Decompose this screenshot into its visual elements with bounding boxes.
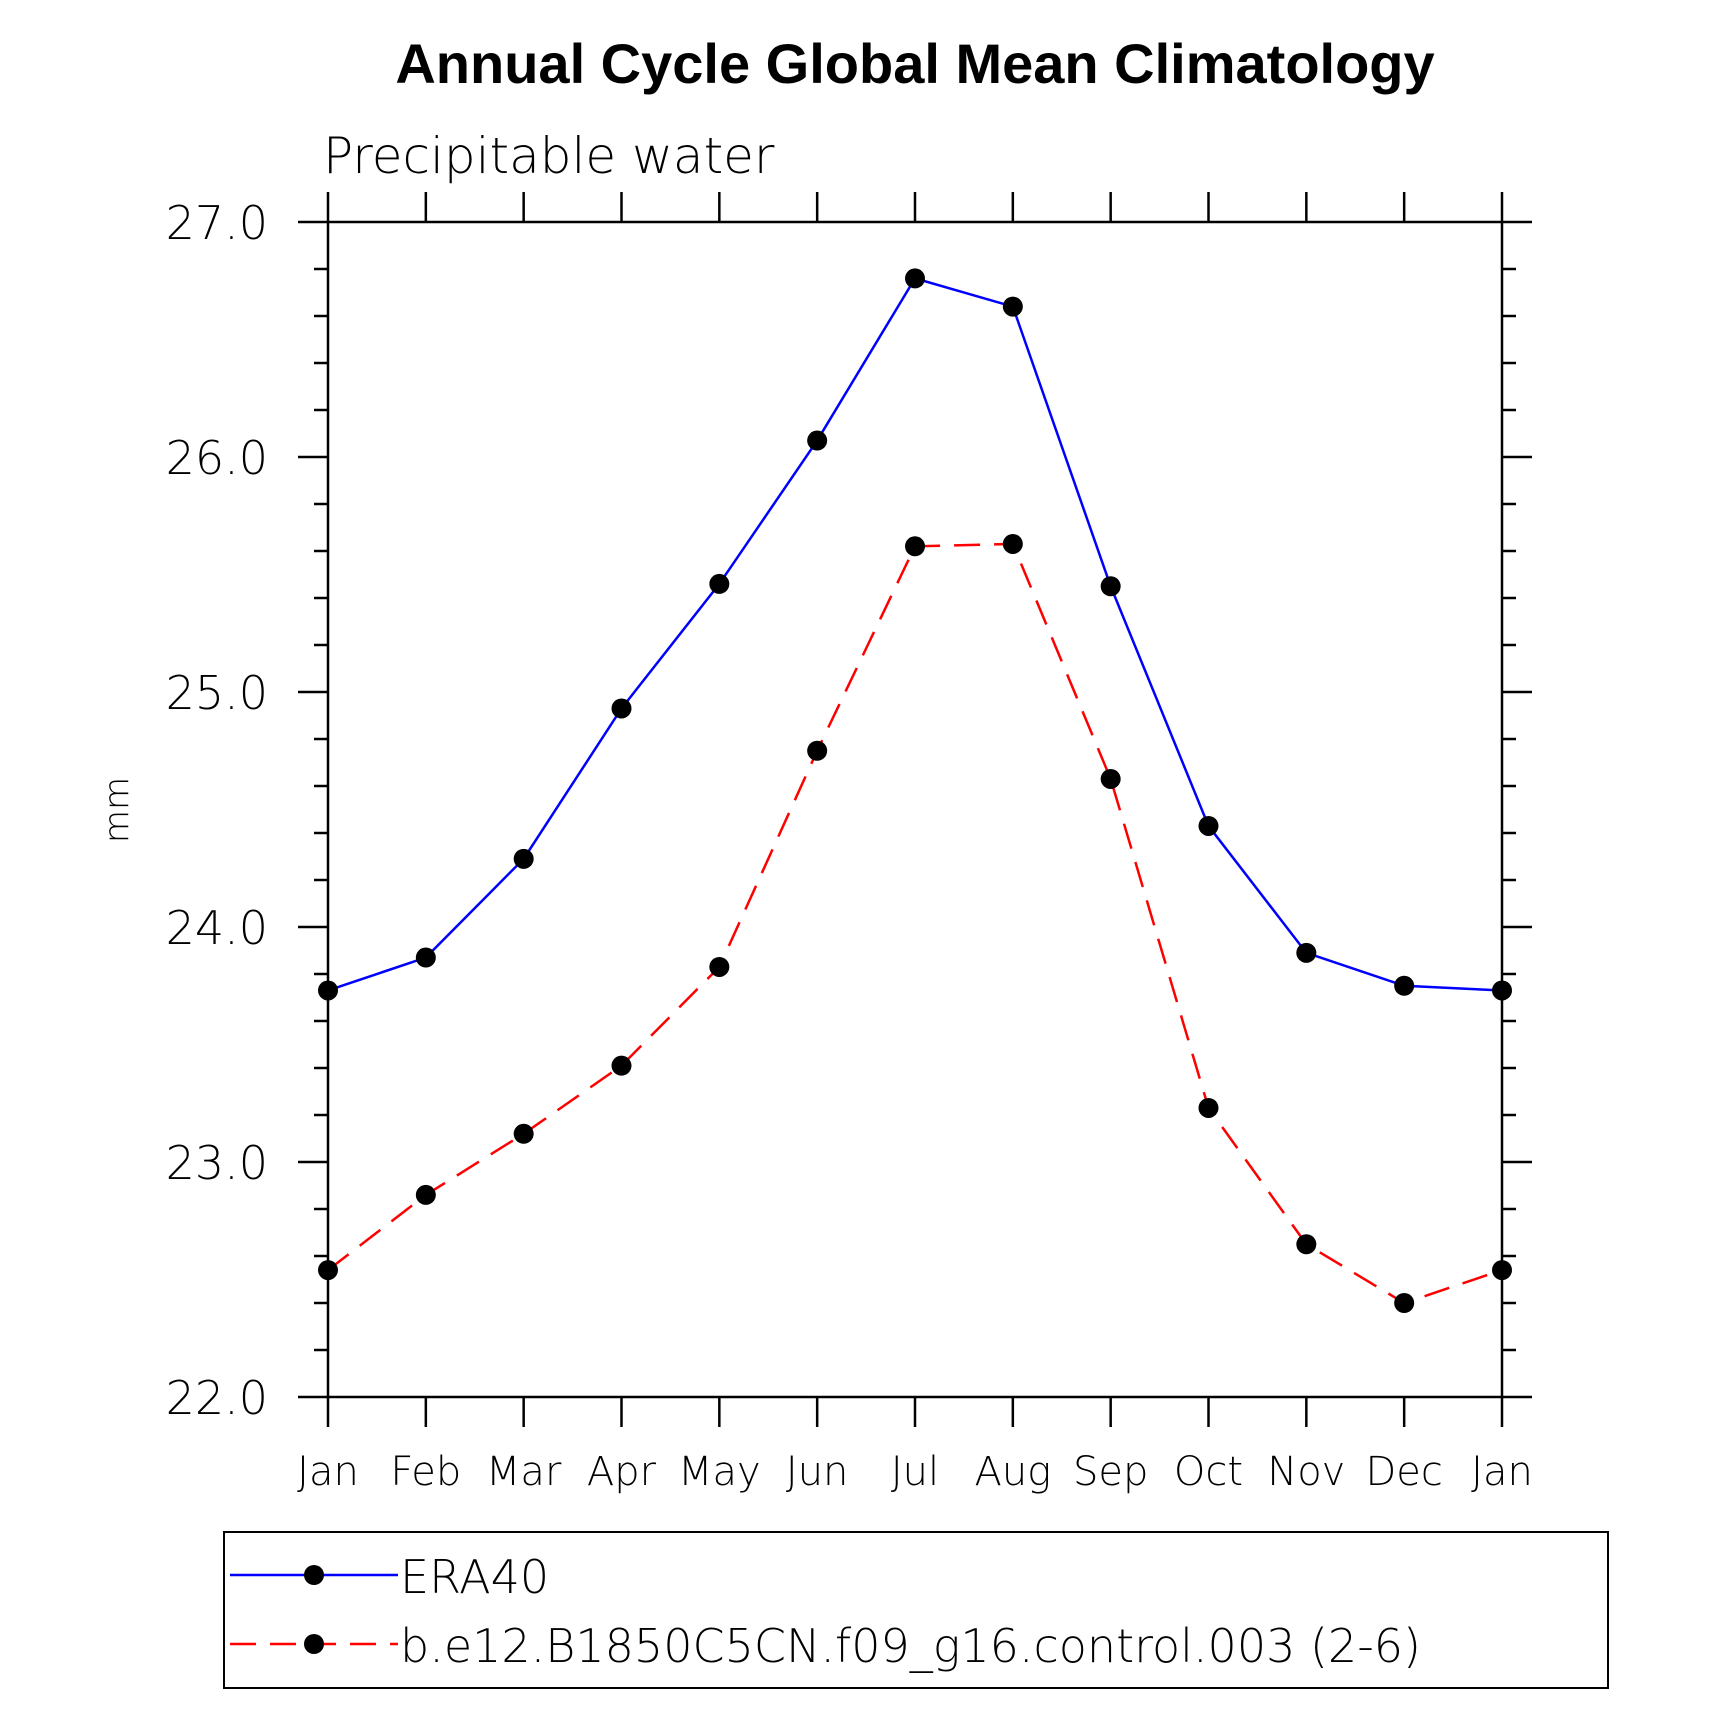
y-tick-label: 22.0 [166, 1371, 268, 1425]
y-tick-label: 26.0 [166, 431, 268, 485]
series-2-point [1198, 1097, 1219, 1118]
series-2-point [709, 956, 730, 977]
x-tick-label: Oct [1174, 1449, 1243, 1495]
x-tick-label: May [678, 1449, 761, 1495]
x-tick-label: Feb [390, 1449, 461, 1495]
series-1-point [1492, 980, 1512, 1001]
chart-subtitle: Precipitable water [323, 127, 775, 185]
x-tick-label: Sep [1073, 1449, 1148, 1495]
y-axis-label: mm [97, 777, 137, 843]
legend-label-1: ERA40 [400, 1550, 549, 1604]
x-tick-label: Apr [587, 1449, 657, 1495]
series-2-point [1296, 1234, 1317, 1255]
legend: ERA40 b.e12.B1850C5CN.f09_g16.control.003… [223, 1531, 1609, 1689]
series-1-point [1394, 975, 1415, 996]
x-tick-label: Jun [786, 1449, 849, 1495]
x-tick-label: Aug [974, 1449, 1051, 1495]
series-2-point [513, 1123, 534, 1144]
x-tick-label: Mar [486, 1449, 562, 1495]
plot-area-frame [326, 220, 1504, 1399]
y-tick-label: 23.0 [166, 1136, 268, 1190]
legend-label-2: b.e12.B1850C5CN.f09_g16.control.003 (2-6… [400, 1619, 1421, 1673]
series-1-point [905, 268, 925, 289]
series-2-point [1492, 1260, 1512, 1281]
series-1-point [318, 980, 338, 1001]
series-2-point [1002, 533, 1023, 554]
legend-marker-1 [304, 1565, 324, 1585]
series-2-point [611, 1055, 632, 1076]
series-1-point [1100, 576, 1121, 597]
x-tick-label: Jan [1471, 1449, 1533, 1495]
series-1-point [513, 848, 534, 869]
x-tick-label: Nov [1267, 1449, 1345, 1495]
x-tick-label: Jan [297, 1449, 359, 1495]
series-1-point [1198, 815, 1219, 836]
series-1-point [611, 698, 632, 719]
series-line-1 [327, 276, 1503, 992]
chart-title: Annual Cycle Global Mean Climatology [395, 32, 1434, 95]
series-1-point [415, 947, 436, 968]
series-layer [318, 268, 1512, 1313]
series-line-2 [327, 542, 1503, 1305]
series-2-point [318, 1260, 338, 1281]
series-2-point [1394, 1293, 1415, 1313]
axis-ticks: 22.0 23.0 24.0 25.0 26.0 27.0 Jan Feb Mar Apr May J… [166, 192, 1533, 1495]
y-tick-label: 27.0 [166, 196, 268, 250]
series-1-point [1002, 296, 1023, 317]
legend-box [223, 1531, 1609, 1689]
series-1-point [1296, 942, 1317, 963]
legend-marker-2 [304, 1634, 324, 1654]
x-tick-label: Jul [891, 1449, 939, 1495]
series-2-point [415, 1184, 436, 1205]
series-2-point [1100, 768, 1121, 789]
series-2-point [807, 740, 828, 761]
series-1-point [709, 573, 730, 594]
series-2-point [905, 536, 925, 557]
series-1-point [807, 430, 828, 451]
x-tick-label: Dec [1365, 1449, 1442, 1495]
y-tick-label: 24.0 [166, 901, 268, 955]
y-tick-label: 25.0 [166, 666, 268, 720]
